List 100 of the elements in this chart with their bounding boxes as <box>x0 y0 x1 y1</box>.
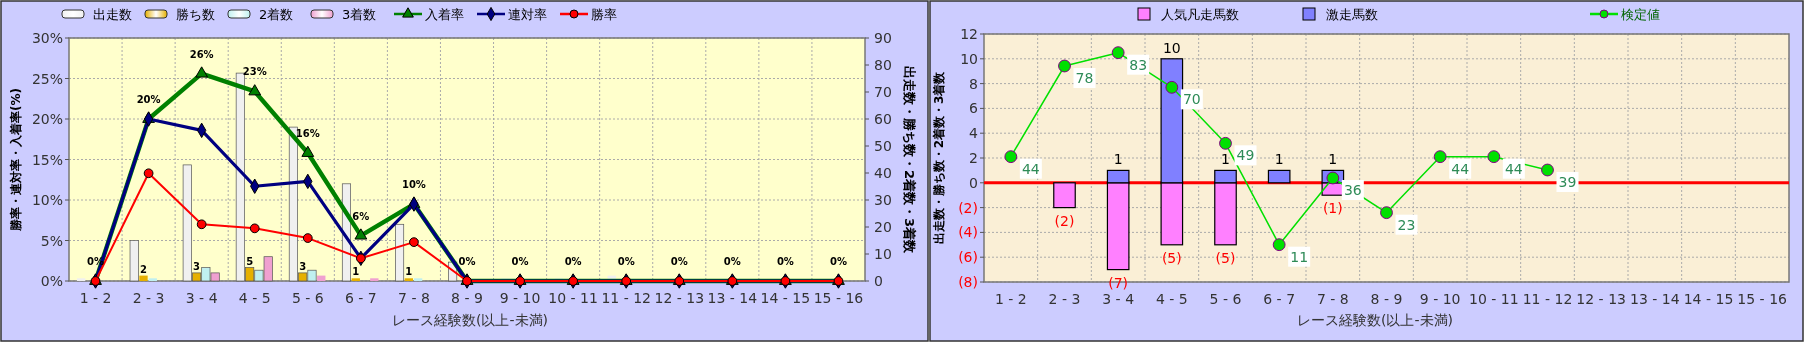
x-tick-label: 15 - 16 <box>1737 291 1788 307</box>
data-label: 0% <box>458 256 476 267</box>
data-label: 3 <box>193 260 201 272</box>
data-label: 23 <box>1397 216 1416 233</box>
data-label: 2 <box>140 263 148 275</box>
x-tick-label: 5 - 6 <box>291 290 324 306</box>
data-label: (5) <box>1161 249 1182 266</box>
data-label: 0% <box>829 256 847 267</box>
legend-label: 入着率 <box>425 7 464 22</box>
data-label: 6% <box>352 210 370 222</box>
data-label: (1) <box>1322 200 1343 217</box>
data-label: 5 <box>246 255 254 267</box>
data-label: 23% <box>242 66 267 78</box>
x-tick-label: 9 - 10 <box>499 290 541 306</box>
x-tick-label: 2 - 3 <box>132 290 165 306</box>
y-tick-label: 25% <box>31 70 63 87</box>
x-tick-label: 5 - 6 <box>1209 291 1242 307</box>
x-tick-label: 8 - 9 <box>451 290 483 306</box>
legend-label: 2着数 <box>259 7 294 22</box>
legend-label: 勝ち数 <box>176 7 215 22</box>
y2-tick-label: 70 <box>874 84 892 100</box>
y2-tick-label: 20 <box>874 219 892 235</box>
data-label: 26% <box>189 48 214 60</box>
data-label: 16% <box>295 128 320 140</box>
data-label: 78 <box>1075 70 1094 86</box>
data-label: (5) <box>1215 249 1236 266</box>
x-tick-label: 7 - 8 <box>1316 291 1349 307</box>
data-label: 0% <box>723 256 741 267</box>
x-tick-label: 3 - 4 <box>185 290 218 306</box>
x-tick-label: 4 - 5 <box>1155 291 1188 307</box>
x-tick-label: 10 - 11 <box>548 290 598 306</box>
y-tick-label: 6 <box>969 100 979 117</box>
data-label: 39 <box>1558 174 1577 190</box>
data-label: 44 <box>1021 160 1040 177</box>
data-label: 11 <box>1290 248 1309 265</box>
x-tick-label: 11 - 12 <box>1522 291 1573 307</box>
data-label: 10% <box>401 179 426 191</box>
y2-tick-label: 30 <box>874 192 892 208</box>
data-label: 1 <box>1221 151 1230 168</box>
y2-tick-label: 0 <box>874 273 883 289</box>
y-tick-label: 15% <box>31 151 63 168</box>
x-tick-label: 8 - 9 <box>1370 291 1403 307</box>
y-tick-label: 10 <box>960 50 978 67</box>
legend-label: 勝率 <box>591 7 617 22</box>
x-tick-label: 1 - 2 <box>994 291 1027 307</box>
data-label: 10 <box>1162 39 1181 56</box>
x-tick-label: 2 - 3 <box>1048 291 1081 307</box>
y2-tick-label: 40 <box>874 165 892 181</box>
y-axis-title: 勝率・連対率・入着率(%) <box>9 88 23 232</box>
data-label: (2) <box>1054 212 1075 229</box>
data-label: 36 <box>1343 182 1362 198</box>
y2-tick-label: 60 <box>874 111 892 127</box>
data-label: 83 <box>1129 56 1148 73</box>
y2-tick-label: 50 <box>874 138 892 154</box>
legend-label: 激走馬数 <box>1326 7 1378 22</box>
x-tick-label: 12 - 13 <box>654 290 705 306</box>
data-label: 0% <box>617 256 635 267</box>
data-label: 3 <box>299 260 307 272</box>
y-tick-label: (6) <box>958 249 978 266</box>
x-axis-title: レース経験数(以上-未満) <box>392 312 548 328</box>
x-tick-label: 12 - 13 <box>1576 291 1626 307</box>
y2-tick-label: 80 <box>874 57 892 73</box>
data-label: 0% <box>511 256 529 267</box>
x-tick-label: 13 - 14 <box>707 290 758 306</box>
x-tick-label: 11 - 12 <box>601 290 651 306</box>
y-tick-label: 5% <box>40 232 63 249</box>
y2-tick-label: 10 <box>874 246 892 262</box>
y-tick-label: 20% <box>31 111 63 127</box>
x-tick-label: 9 - 10 <box>1419 291 1461 307</box>
x-tick-label: 3 - 4 <box>1102 291 1135 307</box>
x-tick-label: 7 - 8 <box>398 290 430 306</box>
legend-label: 出走数 <box>93 7 132 22</box>
data-label: 0% <box>564 256 582 267</box>
x-tick-label: 15 - 16 <box>813 290 864 306</box>
data-label: 20% <box>136 94 161 105</box>
x-tick-label: 1 - 2 <box>79 290 112 306</box>
x-tick-label: 10 - 11 <box>1469 291 1519 307</box>
y-tick-label: 30% <box>31 30 63 46</box>
y-tick-label: (4) <box>958 224 978 241</box>
data-label: 1 <box>1328 151 1338 168</box>
y-tick-label: 12 <box>960 26 978 42</box>
y-tick-label: 0 <box>969 174 978 191</box>
x-tick-label: 6 - 7 <box>1263 291 1296 307</box>
legend-label: 検定値 <box>1621 7 1660 22</box>
data-label: 1 <box>352 266 360 278</box>
data-label: 0% <box>776 256 794 267</box>
y-tick-label: 0% <box>40 273 63 289</box>
legend-label: 連対率 <box>508 7 547 22</box>
x-tick-label: 14 - 15 <box>760 290 811 306</box>
legend-label: 3着数 <box>342 7 377 22</box>
y2-axis-title: 出走数・勝ち数・2着数・3着数 <box>902 65 917 255</box>
y2-tick-label: 90 <box>874 30 892 46</box>
x-tick-label: 14 - 15 <box>1683 291 1734 307</box>
x-tick-label: 13 - 14 <box>1630 291 1680 307</box>
legend-label: 人気凡走馬数 <box>1161 7 1239 22</box>
y-tick-label: 10% <box>31 192 63 208</box>
data-label: 70 <box>1182 91 1201 108</box>
y-axis-title: 出走数・勝ち数・2着数・3着数 <box>932 70 946 245</box>
y-tick-label: (8) <box>958 274 978 290</box>
data-label: 49 <box>1236 147 1255 164</box>
